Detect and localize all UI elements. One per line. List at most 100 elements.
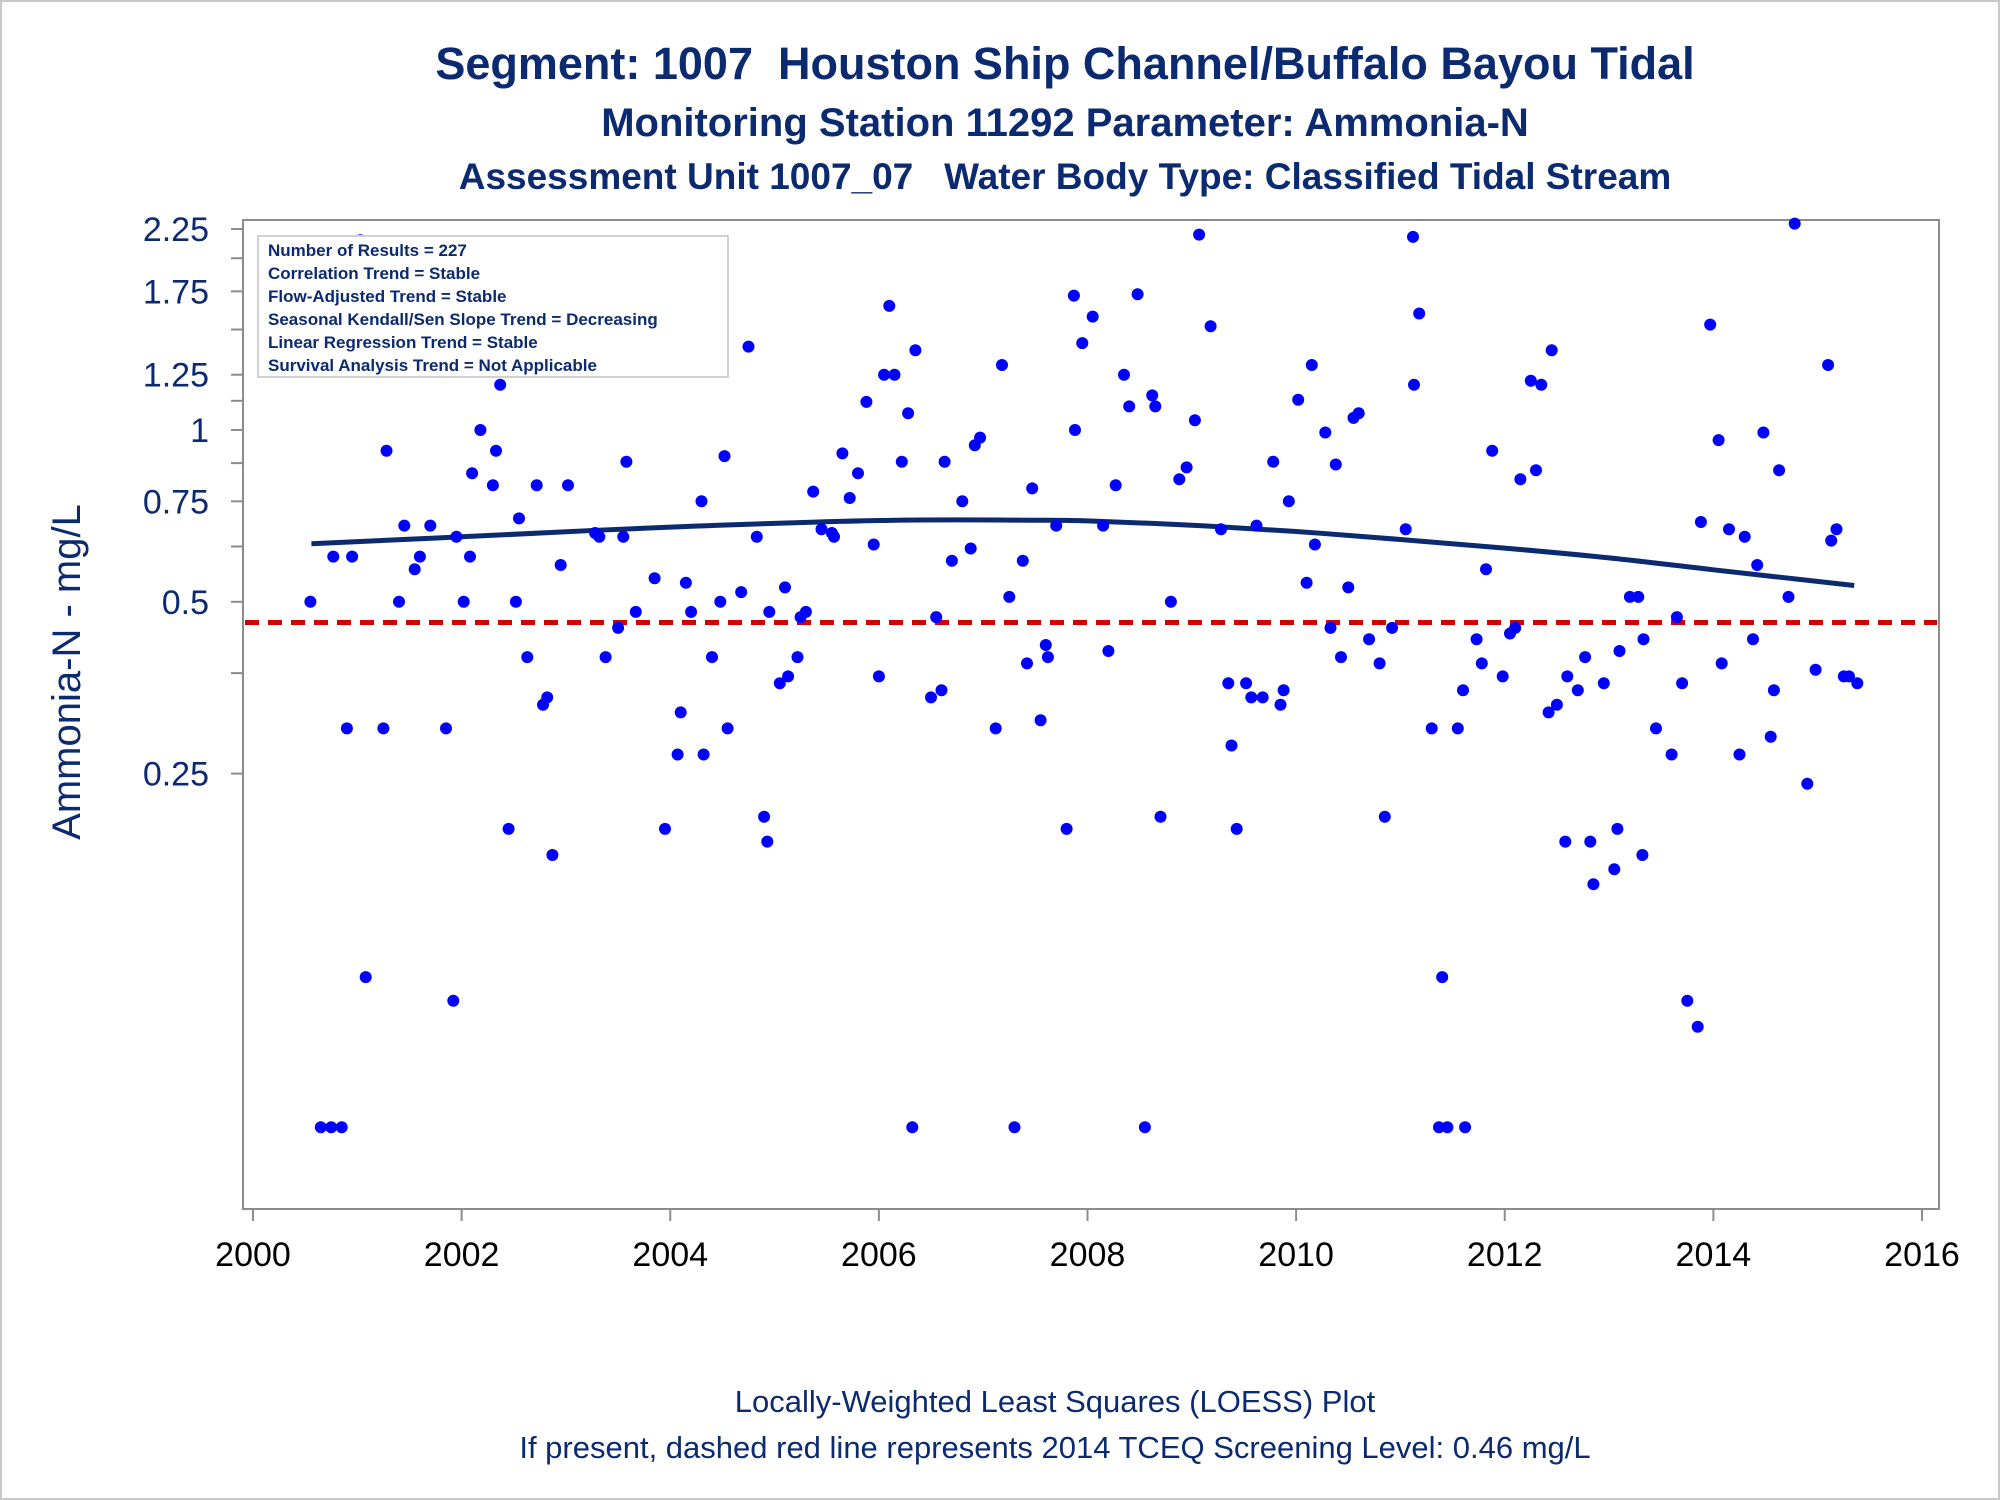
data-point bbox=[424, 519, 437, 532]
data-point bbox=[1747, 633, 1759, 646]
data-point bbox=[314, 1121, 327, 1134]
data-point bbox=[1542, 706, 1555, 719]
data-point bbox=[883, 299, 896, 312]
data-point bbox=[1026, 482, 1039, 495]
data-point bbox=[1329, 458, 1342, 471]
data-point bbox=[648, 572, 661, 585]
y-axis-label: Ammonia-N - mg/L bbox=[45, 504, 89, 840]
data-point bbox=[807, 485, 820, 498]
data-point bbox=[1146, 389, 1159, 402]
data-point bbox=[799, 605, 812, 618]
data-point bbox=[1324, 621, 1337, 634]
data-point bbox=[1496, 670, 1509, 683]
data-point bbox=[671, 748, 684, 761]
data-point bbox=[1008, 1121, 1021, 1134]
data-point bbox=[1650, 722, 1662, 735]
data-point bbox=[925, 691, 937, 704]
data-point bbox=[1131, 288, 1144, 301]
data-point bbox=[464, 550, 476, 563]
y-tick-label: 0.25 bbox=[143, 756, 209, 794]
footer-loess-note: Locally-Weighted Least Squares (LOESS) P… bbox=[734, 1384, 1376, 1419]
data-point bbox=[599, 651, 612, 664]
data-point bbox=[1230, 822, 1243, 835]
data-point bbox=[1399, 523, 1412, 536]
data-point bbox=[413, 550, 426, 563]
data-point bbox=[1413, 307, 1426, 320]
y-tick-label: 0.5 bbox=[162, 584, 209, 622]
y-tick-label: 2.25 bbox=[143, 211, 209, 249]
data-point bbox=[860, 395, 873, 408]
x-tick-label: 2010 bbox=[1258, 1236, 1334, 1274]
data-point bbox=[1751, 559, 1764, 571]
data-point bbox=[815, 523, 828, 536]
data-point bbox=[872, 670, 885, 683]
chart-subtitle: Monitoring Station 11292 Parameter: Ammo… bbox=[601, 101, 1529, 145]
data-point bbox=[380, 444, 393, 457]
x-tick-label: 2000 bbox=[215, 1236, 291, 1274]
data-point bbox=[1715, 657, 1728, 670]
y-tick-label: 0.75 bbox=[143, 483, 209, 521]
data-point bbox=[888, 368, 901, 381]
data-point bbox=[1300, 576, 1313, 589]
data-point bbox=[447, 994, 460, 1007]
data-point bbox=[1016, 554, 1029, 567]
data-point bbox=[490, 444, 502, 457]
data-point bbox=[1670, 611, 1683, 624]
data-point bbox=[1767, 684, 1780, 697]
data-point bbox=[1514, 473, 1527, 486]
data-point bbox=[1282, 495, 1295, 508]
data-point bbox=[1097, 519, 1110, 532]
data-point bbox=[1118, 368, 1130, 381]
footer-screening-note: If present, dashed red line represents 2… bbox=[519, 1430, 1591, 1465]
data-point bbox=[674, 706, 687, 719]
data-point bbox=[1571, 684, 1584, 697]
data-point bbox=[474, 424, 487, 436]
data-point bbox=[1250, 519, 1263, 532]
stats-seasonal-kendall-trend: Seasonal Kendall/Sen Slope Trend = Decre… bbox=[268, 310, 658, 329]
data-point bbox=[1039, 639, 1052, 651]
data-point bbox=[1180, 461, 1193, 474]
data-point bbox=[1076, 337, 1089, 350]
stats-linear-regression-trend: Linear Regression Trend = Stable bbox=[268, 333, 538, 352]
data-point bbox=[1830, 523, 1843, 536]
data-point bbox=[1676, 677, 1689, 690]
data-point bbox=[1480, 563, 1492, 576]
data-point bbox=[679, 576, 692, 589]
data-point bbox=[562, 479, 574, 492]
data-point bbox=[1486, 444, 1499, 457]
data-point bbox=[486, 479, 499, 492]
data-point bbox=[1193, 228, 1206, 241]
data-point bbox=[763, 605, 776, 618]
data-point bbox=[1738, 530, 1751, 543]
data-point bbox=[1530, 464, 1542, 477]
data-point bbox=[1164, 595, 1177, 608]
data-point bbox=[902, 407, 915, 420]
y-tick-label: 1.75 bbox=[143, 273, 209, 311]
data-point bbox=[325, 1121, 338, 1134]
data-point bbox=[1851, 677, 1864, 690]
data-point bbox=[457, 595, 470, 608]
data-point bbox=[1788, 217, 1801, 230]
data-point bbox=[1545, 344, 1558, 357]
chart-title: Segment: 1007 Houston Ship Channel/Buffa… bbox=[435, 38, 1695, 89]
data-point bbox=[828, 530, 840, 543]
data-point bbox=[377, 722, 390, 735]
data-point bbox=[974, 431, 987, 444]
data-point bbox=[1825, 534, 1838, 547]
data-point bbox=[1021, 657, 1033, 670]
data-point bbox=[721, 722, 734, 735]
data-point bbox=[1470, 633, 1483, 646]
data-point bbox=[513, 512, 525, 525]
data-point bbox=[530, 479, 543, 492]
stats-flow-adjusted-trend: Flow-Adjusted Trend = Stable bbox=[268, 287, 507, 306]
data-point bbox=[1524, 374, 1537, 387]
data-point bbox=[878, 368, 891, 381]
data-point bbox=[1308, 538, 1321, 551]
data-point bbox=[935, 684, 948, 697]
data-point bbox=[1363, 633, 1376, 646]
data-point bbox=[895, 455, 908, 468]
data-point bbox=[1274, 698, 1287, 711]
data-point bbox=[1691, 1020, 1704, 1033]
y-axis: 0.25 0.5 0.75 1 1.25 1.75 2.25 bbox=[143, 211, 243, 794]
x-tick-label: 2004 bbox=[632, 1236, 708, 1274]
